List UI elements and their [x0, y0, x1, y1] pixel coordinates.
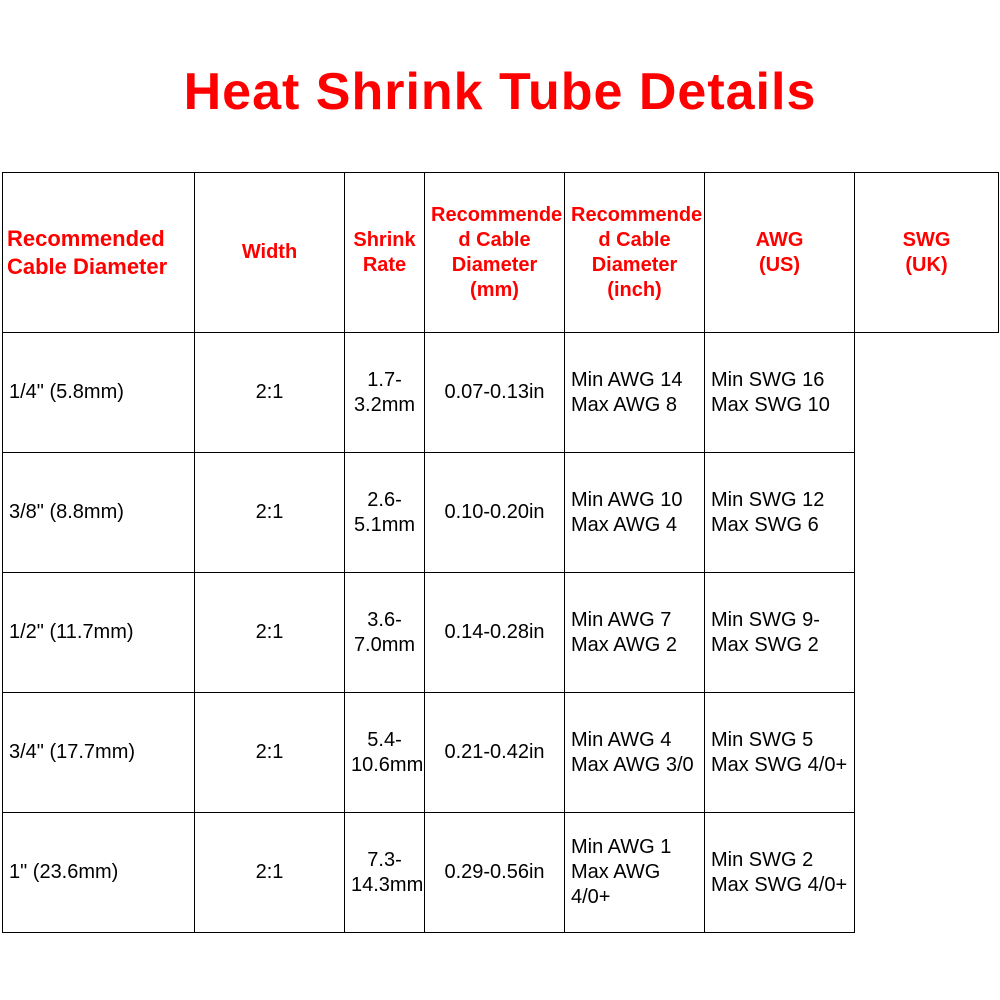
cell-swg: Min SWG 2 Max SWG 4/0+ — [705, 813, 855, 933]
col-header-dia-mm: Recommende d Cable Diameter (mm) — [425, 173, 565, 333]
cell-dia-mm: 5.4-10.6mm — [345, 693, 425, 813]
cell-swg: Min SWG 16 Max SWG 10 — [705, 333, 855, 453]
col-header-awg: AWG (US) — [705, 173, 855, 333]
cell-shrink-rate: 2:1 — [195, 693, 345, 813]
table-row: 3/8" (8.8mm) 2:1 2.6-5.1mm 0.10-0.20in M… — [3, 453, 999, 573]
table-row: 1/4" (5.8mm) 2:1 1.7-3.2mm 0.07-0.13in M… — [3, 333, 999, 453]
table-row: 1/2" (11.7mm) 2:1 3.6-7.0mm 0.14-0.28in … — [3, 573, 999, 693]
table-body: 1/4" (5.8mm) 2:1 1.7-3.2mm 0.07-0.13in M… — [3, 333, 999, 933]
cell-swg: Min SWG 5 Max SWG 4/0+ — [705, 693, 855, 813]
col-header-width: Width — [195, 173, 345, 333]
cell-dia-mm: 3.6-7.0mm — [345, 573, 425, 693]
page: Heat Shrink Tube Details Recommended Cab… — [0, 0, 1000, 1000]
cell-dia-mm: 1.7-3.2mm — [345, 333, 425, 453]
cell-swg: Min SWG 12 Max SWG 6 — [705, 453, 855, 573]
cell-width: 1" (23.6mm) — [3, 813, 195, 933]
cell-shrink-rate: 2:1 — [195, 453, 345, 573]
cell-dia-mm: 2.6-5.1mm — [345, 453, 425, 573]
cell-dia-in: 0.29-0.56in — [425, 813, 565, 933]
col-header-dia-in: Recommende d Cable Diameter (inch) — [565, 173, 705, 333]
cell-dia-in: 0.10-0.20in — [425, 453, 565, 573]
cell-awg: Min AWG 4 Max AWG 3/0 — [565, 693, 705, 813]
cell-dia-in: 0.21-0.42in — [425, 693, 565, 813]
cell-swg: Min SWG 9- Max SWG 2 — [705, 573, 855, 693]
cell-dia-in: 0.14-0.28in — [425, 573, 565, 693]
table-row: 1" (23.6mm) 2:1 7.3-14.3mm 0.29-0.56in M… — [3, 813, 999, 933]
table-header-row: Recommended Cable Diameter Width Shrink … — [3, 173, 999, 333]
cell-width: 1/4" (5.8mm) — [3, 333, 195, 453]
cell-awg: Min AWG 1 Max AWG 4/0+ — [565, 813, 705, 933]
cell-shrink-rate: 2:1 — [195, 813, 345, 933]
cell-width: 3/8" (8.8mm) — [3, 453, 195, 573]
table-row: 3/4" (17.7mm) 2:1 5.4-10.6mm 0.21-0.42in… — [3, 693, 999, 813]
col-header-swg: SWG (UK) — [855, 173, 999, 333]
row-header: Recommended Cable Diameter — [3, 173, 195, 333]
cell-width: 1/2" (11.7mm) — [3, 573, 195, 693]
cell-awg: Min AWG 7 Max AWG 2 — [565, 573, 705, 693]
page-title: Heat Shrink Tube Details — [0, 0, 1000, 172]
cell-awg: Min AWG 10 Max AWG 4 — [565, 453, 705, 573]
spec-table: Recommended Cable Diameter Width Shrink … — [2, 172, 999, 933]
cell-width: 3/4" (17.7mm) — [3, 693, 195, 813]
cell-shrink-rate: 2:1 — [195, 573, 345, 693]
cell-dia-mm: 7.3-14.3mm — [345, 813, 425, 933]
cell-shrink-rate: 2:1 — [195, 333, 345, 453]
cell-dia-in: 0.07-0.13in — [425, 333, 565, 453]
col-header-shrink-rate: Shrink Rate — [345, 173, 425, 333]
cell-awg: Min AWG 14 Max AWG 8 — [565, 333, 705, 453]
